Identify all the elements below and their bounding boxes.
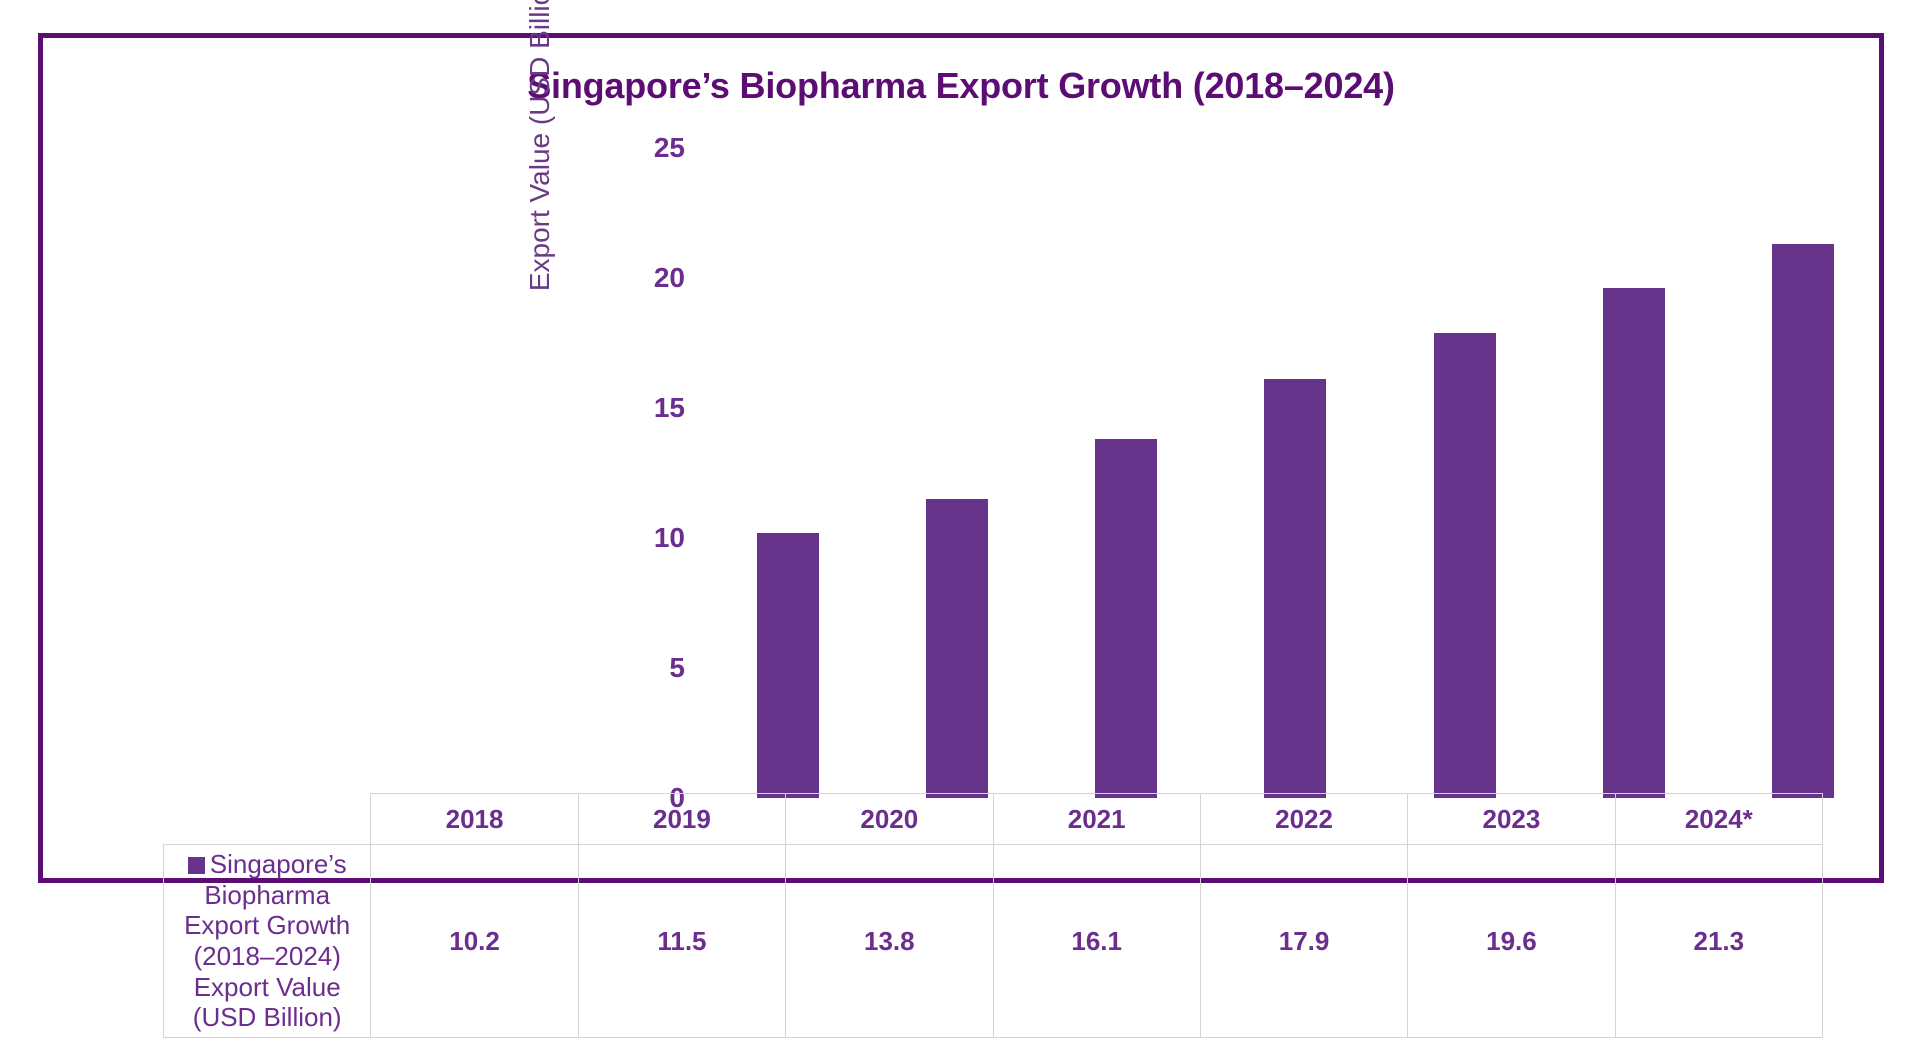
chart-frame: Singapore’s Biopharma Export Growth (201… (38, 0, 1884, 1038)
column-header-2019: 2019 (577, 793, 787, 845)
value-cell-2020: 13.8 (785, 843, 994, 1038)
column-header-2023: 2023 (1407, 793, 1616, 845)
y-axis-tick-label: 5 (669, 652, 685, 683)
chart-title: Singapore’s Biopharma Export Growth (201… (527, 65, 1395, 106)
legend-entry: Singapore’s Biopharma Export Growth (201… (162, 843, 372, 1038)
column-header-2018: 2018 (370, 793, 579, 845)
bar-2022[interactable] (1433, 332, 1496, 798)
y-axis-tick-label: 10 (653, 522, 685, 553)
value-cell-2022: 17.9 (1199, 843, 1409, 1038)
table-row-years: 2018 2019 2020 2021 2022 2023 2024* (164, 793, 1824, 845)
bar-slot (703, 148, 872, 798)
legend-swatch-icon (187, 857, 205, 874)
table-row-values: Singapore’s Biopharma Export Growth (201… (162, 843, 1824, 1038)
legend-label: Singapore’s Biopharma Export Growth (201… (184, 849, 351, 1033)
y-axis-title: Export Value (USD Billion) (524, 0, 555, 292)
data-table: 2018 2019 2020 2021 2022 2023 2024* Sing… (162, 793, 1824, 1038)
bar-2020[interactable] (1095, 439, 1158, 798)
value-cell-2024: 21.3 (1614, 843, 1824, 1038)
bar-slot (1549, 148, 1718, 798)
value-cell-2021: 16.1 (992, 843, 1201, 1038)
column-header-2022: 2022 (1199, 793, 1409, 845)
plot-area: 25 20 15 10 5 0 (654, 132, 1888, 813)
value-cell-2023: 19.6 (1407, 843, 1616, 1038)
bars-layer (703, 148, 1888, 798)
bar-2021[interactable] (1264, 379, 1327, 798)
bar-2023[interactable] (1603, 288, 1666, 798)
value-cell-2019: 11.5 (577, 843, 787, 1038)
bar-slot (1042, 148, 1211, 798)
bar-2024[interactable] (1772, 244, 1835, 798)
y-axis-tick-label: 15 (653, 392, 685, 423)
y-axis-tick-label: 20 (653, 262, 685, 293)
y-axis-tick-label: 25 (653, 132, 685, 163)
column-header-2020: 2020 (785, 793, 994, 845)
column-header-2024: 2024* (1614, 793, 1824, 845)
bar-slot (1211, 148, 1380, 798)
column-header-2021: 2021 (992, 793, 1201, 845)
table-corner-cell (164, 794, 371, 845)
bar-2019[interactable] (925, 499, 988, 798)
bar-slot (872, 148, 1041, 798)
bar-slot (1719, 148, 1888, 798)
bar-2018[interactable] (756, 532, 819, 798)
value-cell-2018: 10.2 (370, 843, 579, 1038)
bar-slot (1380, 148, 1549, 798)
